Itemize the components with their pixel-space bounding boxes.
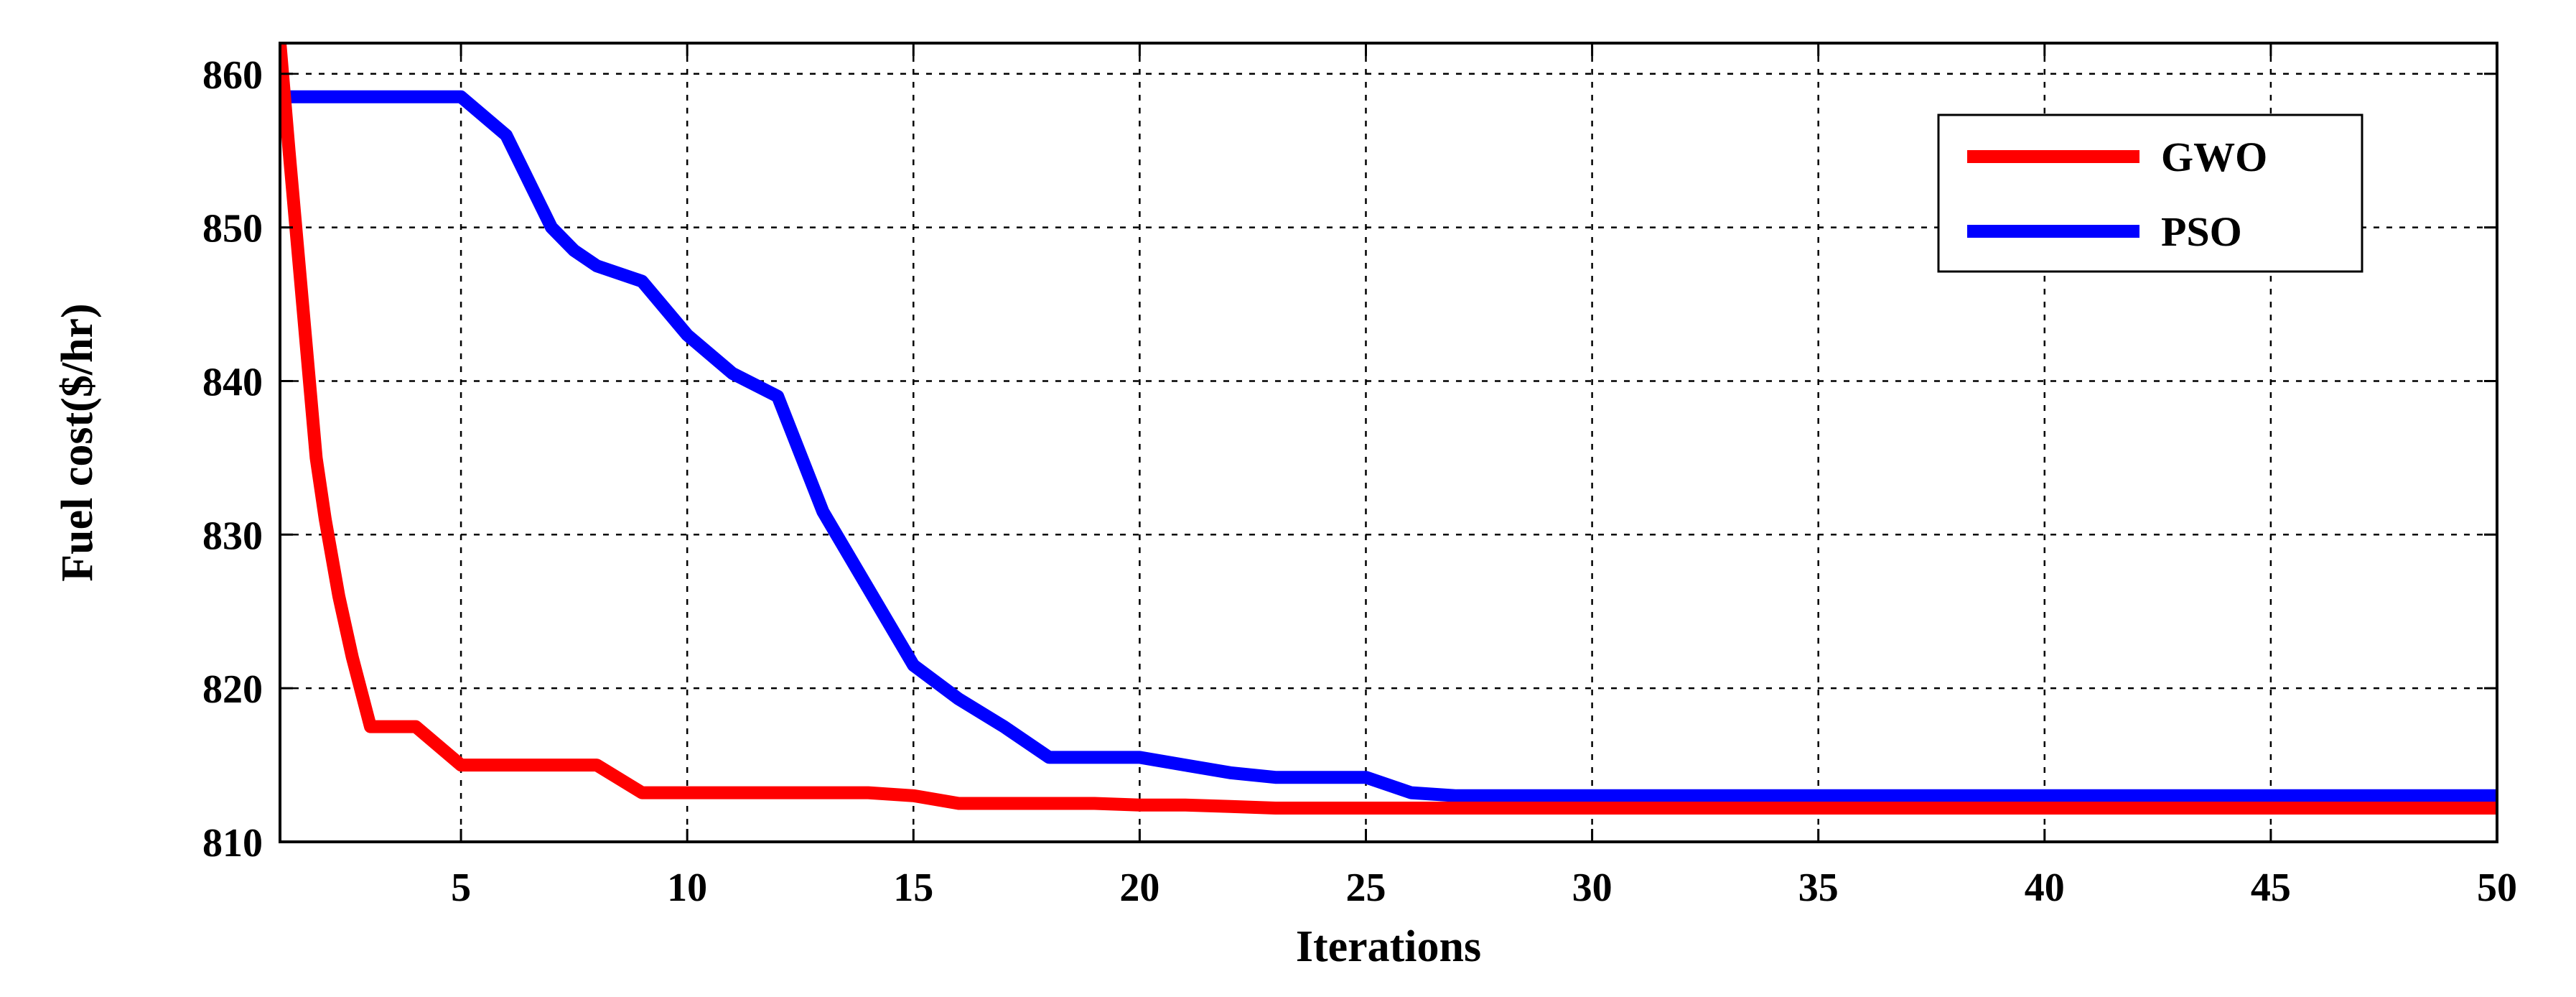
tick-marks [280,43,2498,843]
series-layer [280,42,2497,815]
x-tick-label: 5 [451,866,471,910]
legend: GWO PSO [1937,113,2363,273]
y-tick-label: 820 [202,667,263,712]
x-axis-label: Iterations [1296,922,1481,971]
legend-label-gwo: GWO [2161,134,2267,180]
y-tick-labels: 810 820 830 840 850 860 [202,53,263,866]
y-tick-label: 860 [202,53,263,98]
x-tick-label: 30 [1572,866,1613,910]
y-tick-label: 850 [202,207,263,251]
x-tick-label: 45 [2251,866,2291,910]
series-line-pso [280,90,2497,802]
x-tick-label: 50 [2477,866,2517,910]
legend-box [1937,113,2363,273]
x-tick-label: 35 [1798,866,1839,910]
plot-frame [279,42,2498,843]
x-tick-label: 20 [1119,866,1159,910]
y-axis-label: Fuel cost($/hr) [53,303,102,581]
series-line-gwo [280,42,2497,815]
x-tick-label: 40 [2025,866,2065,910]
legend-label-pso: PSO [2161,208,2242,255]
y-tick-label: 830 [202,514,263,558]
x-tick-label: 10 [667,866,707,910]
x-tick-label: 15 [893,866,933,910]
x-tick-label: 25 [1345,866,1386,910]
y-tick-label: 810 [202,821,263,866]
x-tick-labels: 5 10 15 20 25 30 35 40 45 50 [451,866,2517,910]
y-tick-label: 840 [202,360,263,404]
